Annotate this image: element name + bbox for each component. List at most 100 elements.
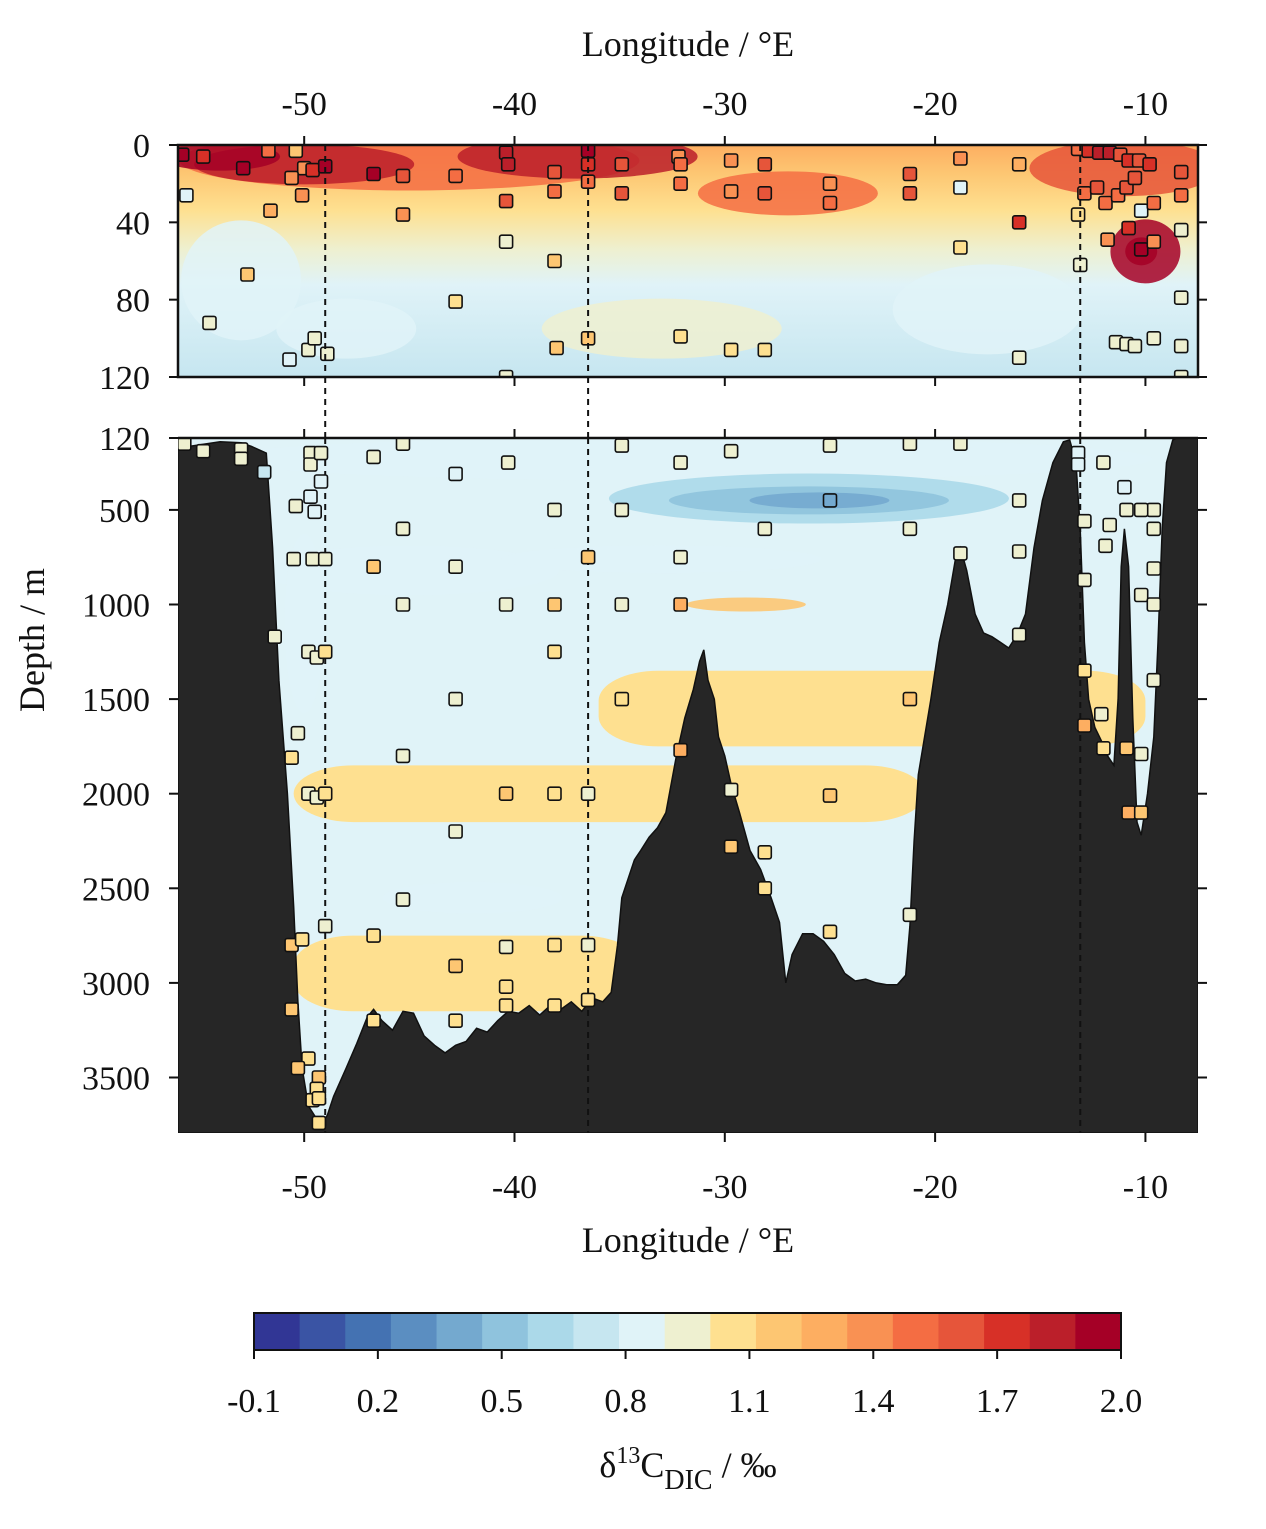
station-marker: [395, 597, 411, 612]
upper-panel-frame: [176, 143, 1200, 379]
station-marker: [1146, 672, 1162, 688]
station-marker: [580, 937, 596, 953]
station-marker: [1146, 561, 1162, 576]
station-marker: [953, 180, 968, 195]
station-marker: [580, 786, 596, 802]
station-marker: [288, 498, 304, 514]
station-marker: [366, 166, 381, 182]
colorbar-segment: [390, 1313, 438, 1350]
station-marker: [303, 489, 318, 505]
station-marker: [498, 193, 514, 209]
colorbar-title-sub: DIC: [664, 1465, 712, 1496]
station-marker: [1142, 157, 1157, 172]
station-marker: [1133, 805, 1149, 820]
station-marker: [1146, 234, 1162, 249]
y-tick-label-upper: 0: [133, 128, 150, 165]
upper-panel-reference-lines: [324, 145, 1082, 377]
x-tick-label-top: -40: [492, 86, 537, 123]
station-marker: [1133, 203, 1149, 218]
station-marker: [303, 457, 318, 472]
upper-panel: [178, 145, 1198, 377]
colorbar-title-delta: δ: [599, 1445, 616, 1485]
x-axis-bottom: -50 -40 -30 -20 -10: [282, 429, 1168, 1206]
station-marker: [178, 438, 192, 451]
station-marker: [1077, 513, 1092, 529]
station-marker: [498, 998, 514, 1013]
station-marker: [282, 352, 297, 367]
y-tick-label-lower: 2500: [82, 871, 150, 908]
station-marker: [1011, 544, 1027, 559]
station-marker: [178, 147, 190, 162]
station-marker: [395, 521, 411, 537]
station-marker: [395, 438, 411, 451]
station-marker: [580, 992, 596, 1008]
colorbar-segment: [710, 1313, 757, 1350]
station-marker: [757, 844, 773, 860]
colorbar-segment: [1075, 1313, 1122, 1350]
x-tick-label-top: -20: [912, 86, 957, 123]
station-marker: [1173, 188, 1189, 203]
lower-band-2: [293, 935, 641, 1012]
station-marker: [1011, 350, 1027, 366]
station-marker: [614, 691, 630, 707]
station-marker: [673, 742, 688, 758]
station-marker: [307, 330, 323, 346]
station-marker: [179, 188, 194, 203]
station-marker: [1146, 597, 1162, 612]
station-marker: [1089, 180, 1105, 195]
station-marker: [395, 892, 411, 907]
station-marker: [498, 234, 514, 249]
station-marker: [953, 438, 968, 451]
station-marker: [319, 346, 335, 362]
station-marker: [1119, 502, 1134, 518]
colorbar-title-sup: 13: [616, 1443, 640, 1469]
station-marker: [723, 153, 739, 168]
station-marker: [673, 329, 688, 344]
station-marker: [902, 166, 918, 182]
station-marker: [547, 937, 562, 953]
station-marker: [614, 597, 630, 612]
station-marker: [614, 186, 630, 201]
station-marker: [235, 160, 251, 176]
station-marker: [723, 184, 739, 199]
lower-contour-5: [501, 545, 822, 574]
station-marker: [1173, 369, 1189, 377]
station-marker: [448, 168, 463, 184]
colorbar-tick-label: 2.0: [1100, 1383, 1143, 1420]
colorbar-segment: [664, 1313, 711, 1350]
colorbar-tick-label: 1.1: [728, 1383, 771, 1420]
station-marker: [1127, 338, 1143, 354]
station-marker: [286, 551, 302, 567]
y-axis-lower: 120 500 1000 1500 2000 2500 3000 3500: [82, 421, 1207, 1097]
station-marker: [448, 559, 463, 575]
station-marker: [195, 149, 211, 164]
x-tick-label-bottom: -10: [1123, 1169, 1168, 1206]
colorbar-tick-label: 1.7: [976, 1383, 1019, 1420]
gap-reference-lines: [324, 377, 1082, 438]
station-marker: [1127, 170, 1143, 186]
station-marker: [757, 342, 773, 358]
station-marker: [1070, 207, 1086, 222]
y-tick-label-upper: 80: [116, 283, 150, 320]
x-axis-title-bottom: Longitude / °E: [582, 1220, 794, 1260]
station-marker: [1133, 242, 1149, 257]
station-marker: [1173, 290, 1189, 306]
colorbar-title-c: C: [640, 1445, 664, 1485]
colorbar-segment: [482, 1313, 529, 1350]
station-marker: [1011, 215, 1027, 230]
station-marker: [822, 924, 838, 940]
station-marker: [1173, 222, 1189, 238]
station-marker: [395, 748, 411, 764]
station-marker: [448, 691, 463, 707]
y-axis-title: Depth / m: [12, 568, 52, 712]
station-marker: [284, 1002, 299, 1017]
y-tick-label-lower: 3500: [82, 1060, 150, 1097]
station-marker: [240, 267, 255, 282]
station-marker: [1133, 587, 1149, 603]
station-marker: [1119, 740, 1134, 756]
station-marker: [498, 786, 514, 802]
station-marker: [448, 824, 463, 839]
upper-panel-stations: [178, 145, 1189, 377]
lower-panel-stations: [178, 438, 1162, 1131]
